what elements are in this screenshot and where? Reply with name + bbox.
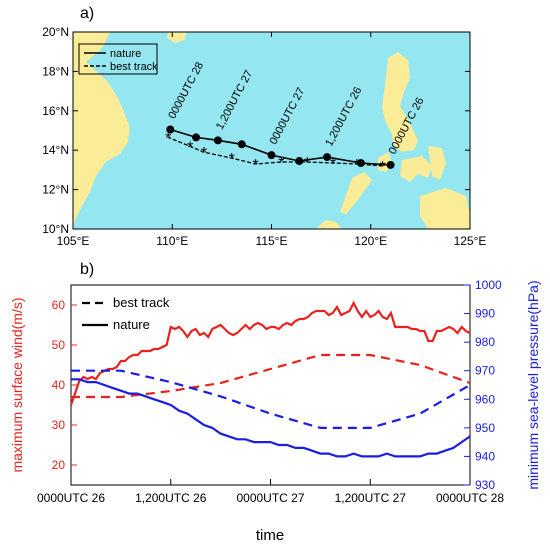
nature-wind-line [69, 300, 471, 406]
land-masses [73, 32, 470, 229]
time-tick-label: 1,200UTC 27 [335, 491, 407, 505]
besttrack-track-point: * [201, 145, 207, 162]
lat-tick-label: 20°N [42, 25, 69, 39]
best-track-wind-line [71, 353, 471, 399]
pressure-tick-label: 1000 [475, 278, 502, 292]
time-tick-label: 1,200UTC 26 [135, 491, 207, 505]
x-axis-label: time [256, 527, 284, 544]
y-axis-left-label: maximum surface wind(m/s) [9, 297, 25, 472]
intensity-panel: 0000UTC 26 1,200UTC 26 0000UTC 27 1,200UTC … [9, 261, 541, 544]
pressure-tick-label: 930 [475, 478, 495, 492]
nature-track-point [386, 160, 395, 169]
time-tick-label: 0000UTC 28 [436, 491, 504, 505]
nature-track-point [323, 153, 332, 162]
panel-a-label: a) [80, 5, 94, 22]
map-legend-box [78, 43, 158, 75]
besttrack-track-point: * [354, 157, 360, 174]
legend-b-besttrack-label: best track [113, 295, 170, 310]
track-lines: * * * * * * * * * * [165, 125, 395, 176]
lat-tick-label: 12°N [42, 183, 69, 197]
land-samar [428, 146, 446, 180]
besttrack-track-line [168, 136, 383, 167]
besttrack-track-point: * [229, 151, 235, 168]
lon-tick-label: 125°E [454, 234, 487, 248]
lat-tick-label: 10°N [42, 222, 69, 236]
pressure-tick-label: 960 [475, 392, 495, 406]
land-visayas [400, 156, 432, 182]
plot-b-frame [70, 284, 471, 486]
wind-tick-label: 60 [52, 298, 66, 312]
nature-track-point [213, 136, 222, 145]
wind-tick-label: 20 [52, 458, 66, 472]
time-tick-label: 0000UTC 26 [37, 491, 105, 505]
besttrack-track-point: * [330, 156, 336, 173]
lat-tick-label: 16°N [42, 104, 69, 118]
legend-besttrack-label: best track [110, 61, 158, 73]
nature-track-point [237, 140, 246, 149]
nature-track-point [166, 125, 175, 134]
land-mindanao [420, 188, 470, 229]
nature-pressure-line [71, 378, 471, 458]
wind-tick-label: 50 [52, 338, 66, 352]
lon-tick-label: 120°E [354, 234, 387, 248]
pressure-tick-label: 950 [475, 421, 495, 435]
land-luzon [382, 52, 418, 152]
map-legend: nature best track [78, 43, 158, 75]
time-tick-label: 0000UTC 27 [236, 491, 304, 505]
lon-tick-label: 115°E [256, 234, 288, 248]
land-indochina [73, 32, 130, 229]
pressure-tick-label: 990 [475, 307, 495, 321]
besttrack-track-point: * [380, 159, 386, 176]
land-palawan [340, 172, 372, 214]
pressure-tick-label: 940 [475, 449, 495, 463]
plot-b-series [69, 300, 471, 458]
besttrack-track-point: * [278, 155, 284, 172]
besttrack-track-point: * [165, 130, 171, 147]
lat-tick-label: 18°N [42, 64, 69, 78]
land-borneo [316, 220, 342, 229]
wind-tick-label: 40 [52, 378, 66, 392]
map-axis-ticks: 105°E 110°E 115°E 120°E 125°E 10°N 12°N 14°N 16°… [42, 25, 486, 248]
pressure-tick-label: 980 [475, 335, 495, 349]
track-map-panel: 105°E 110°E 115°E 120°E 125°E 10°N 12°N 14°N 16°… [42, 5, 486, 248]
lat-tick-label: 14°N [42, 143, 69, 157]
legend-nature-label: nature [110, 48, 141, 60]
wind-tick-label: 30 [52, 418, 66, 432]
best-track-pressure-line [71, 369, 471, 429]
plot-b-axis-ticks: 0000UTC 26 1,200UTC 26 0000UTC 27 1,200UTC … [37, 278, 504, 505]
besttrack-track-point: * [304, 155, 310, 172]
plot-b-legend: best track nature [82, 295, 170, 332]
besttrack-track-point: * [253, 157, 259, 174]
pressure-tick-label: 970 [475, 364, 495, 378]
nature-track-point [192, 133, 201, 142]
lon-tick-label: 110°E [156, 234, 188, 248]
lon-tick-label: 105°E [57, 234, 90, 248]
nature-track-point [295, 157, 304, 166]
panel-b-label: b) [80, 261, 94, 278]
besttrack-track-point: * [187, 139, 193, 156]
legend-b-nature-label: nature [113, 317, 150, 332]
y-axis-right-label: minimum sea-level pressure(hPa) [525, 280, 541, 489]
nature-track-point [267, 151, 276, 160]
